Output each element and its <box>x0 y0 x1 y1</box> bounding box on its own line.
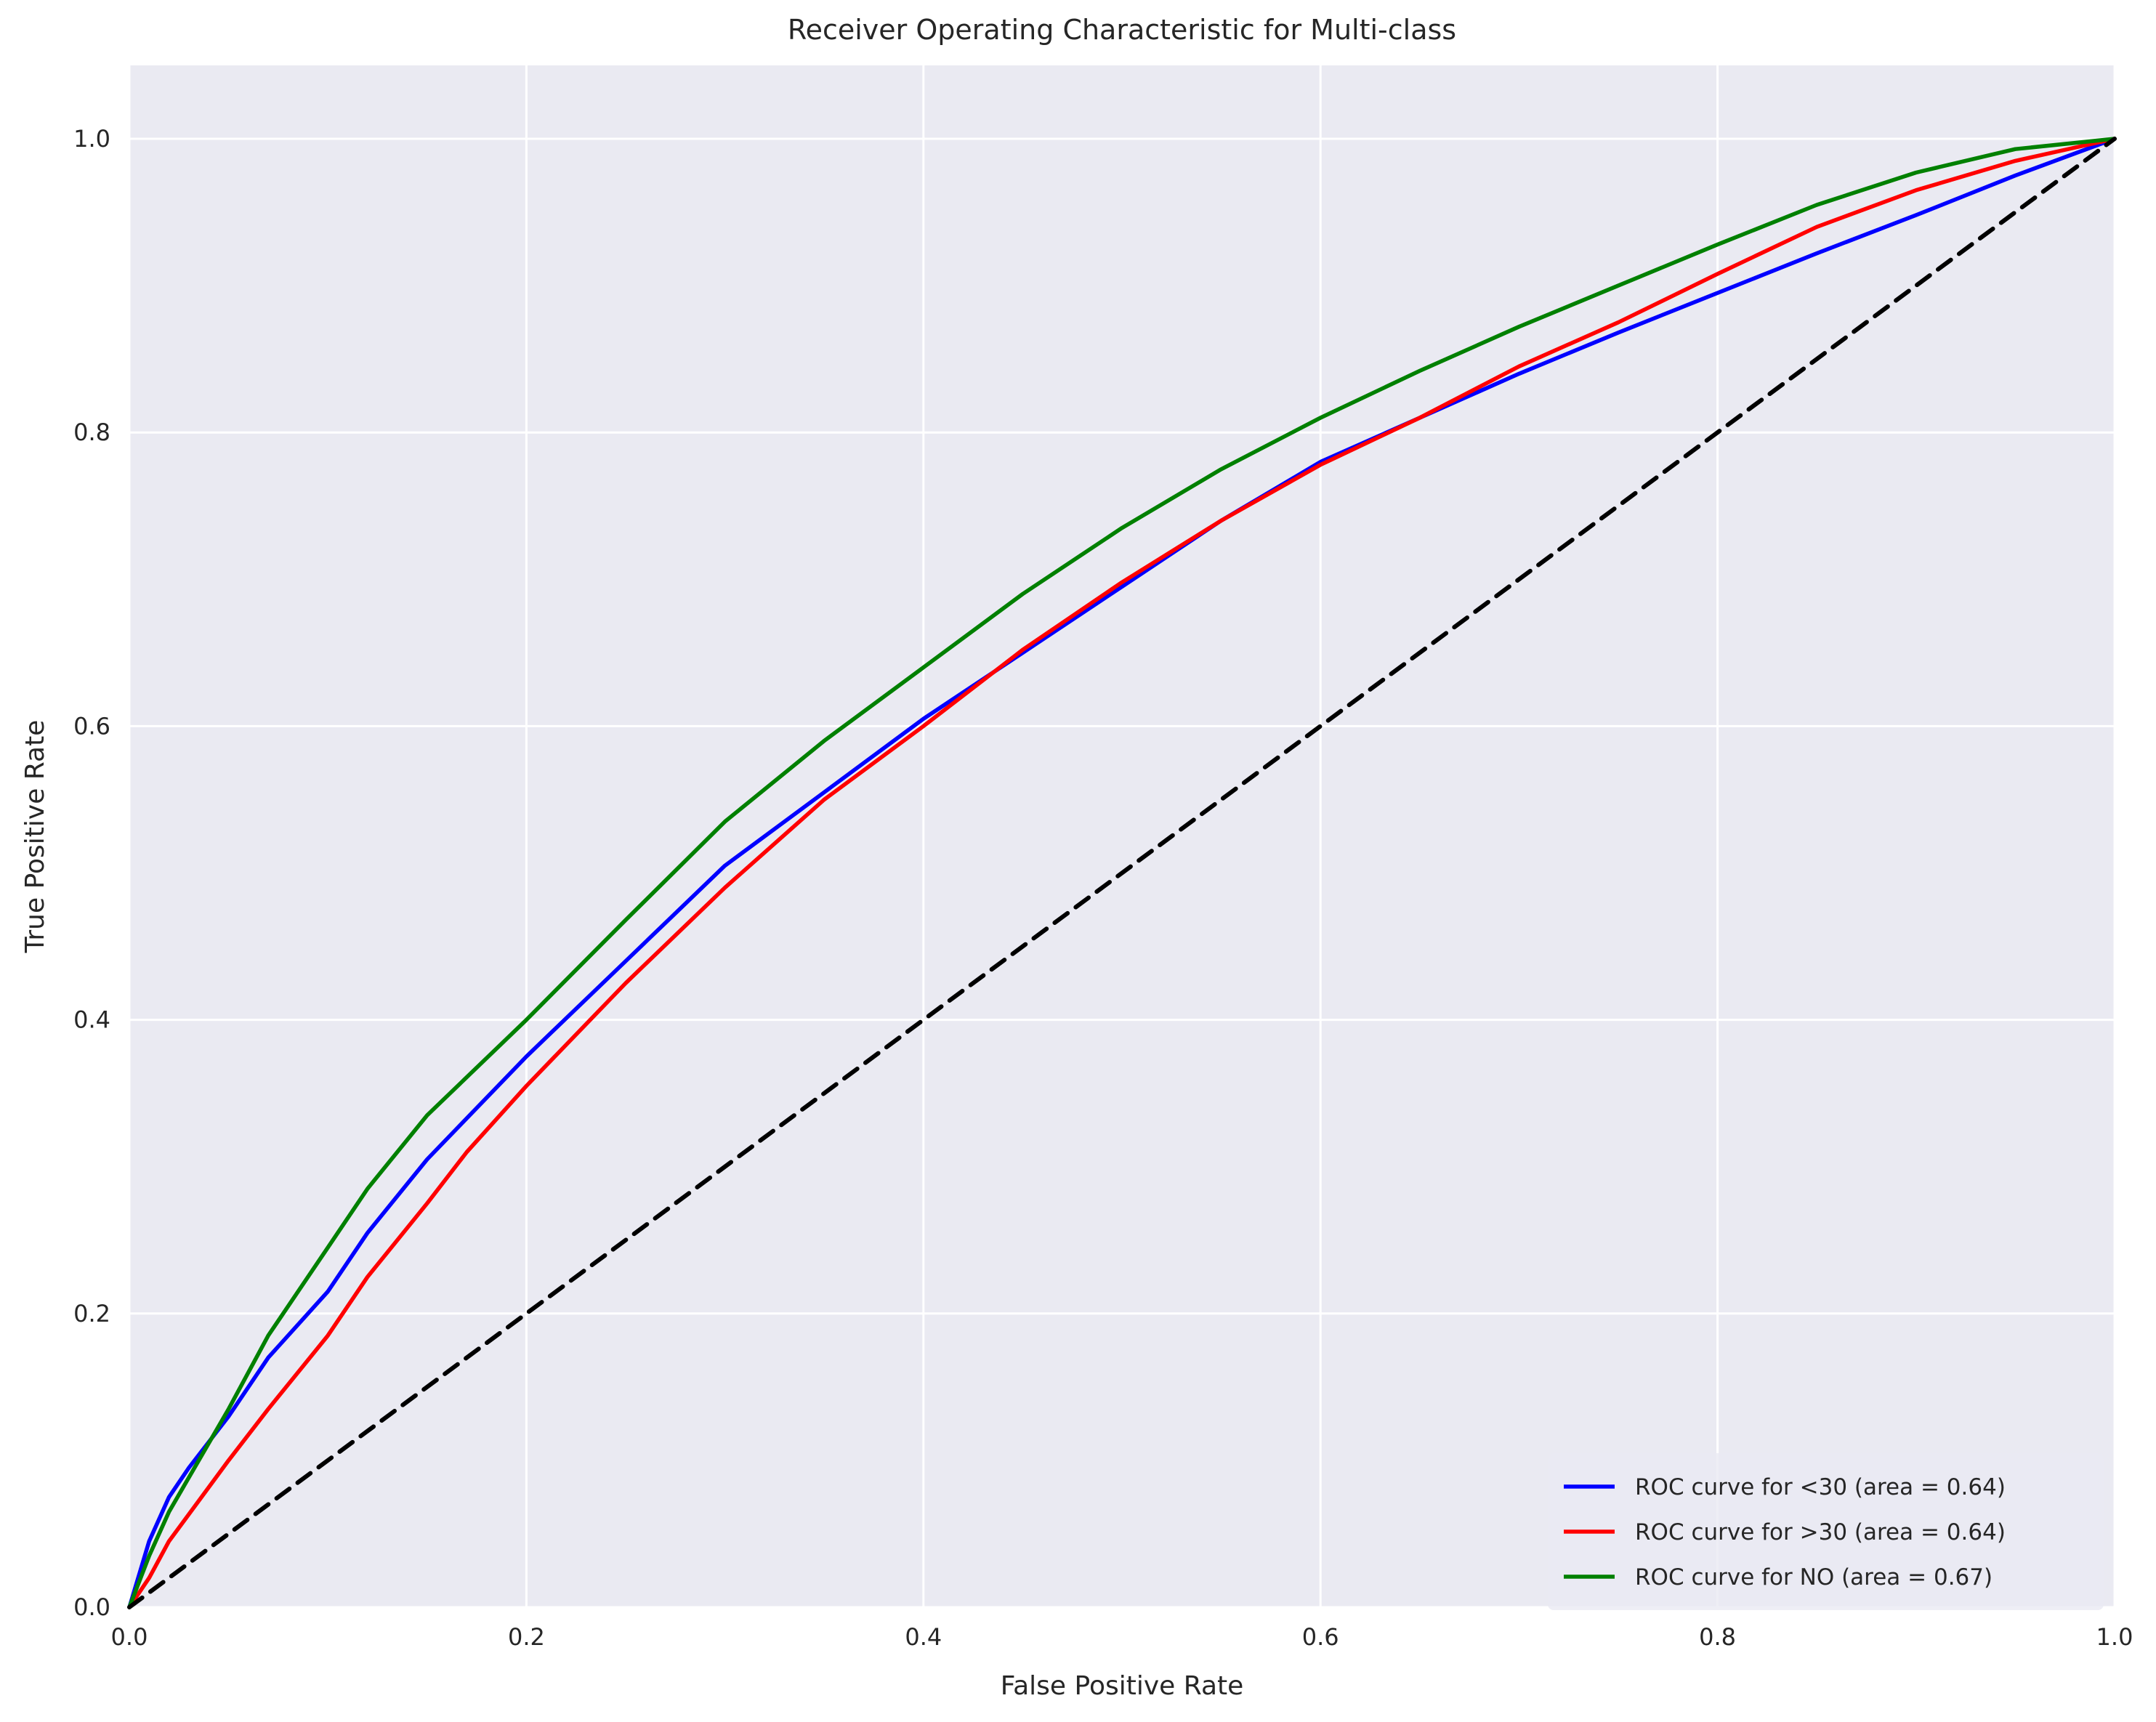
roc-curve-line-1 <box>127 137 2117 1609</box>
x-tick-label: 0.0 <box>111 1623 148 1651</box>
legend-label: ROC curve for <30 (area = 0.64) <box>1635 1474 2006 1500</box>
legend-label: ROC curve for >30 (area = 0.64) <box>1635 1519 2006 1545</box>
roc-curve-line-0 <box>127 137 2117 1609</box>
y-tick-label: 0.0 <box>73 1593 110 1621</box>
y-tick-label: 0.6 <box>73 712 110 740</box>
legend: ROC curve for <30 (area = 0.64) ROC curve… <box>1548 1453 2104 1610</box>
chart-title: Receiver Operating Characteristic for Mu… <box>788 14 1456 46</box>
roc-curve-line-2 <box>127 137 2117 1609</box>
y-tick-labels: 0.0 0.2 0.4 0.6 0.8 1.0 <box>73 125 110 1621</box>
y-tick-label: 0.8 <box>73 419 110 446</box>
x-tick-label: 0.8 <box>1699 1623 1736 1651</box>
legend-label: ROC curve for NO (area = 0.67) <box>1635 1564 1993 1590</box>
y-tick-label: 0.4 <box>73 1006 110 1034</box>
grid-lines <box>128 65 2116 1609</box>
x-tick-label: 0.4 <box>905 1623 942 1651</box>
legend-box <box>1548 1453 2104 1610</box>
curves <box>127 137 2117 1609</box>
x-tick-labels: 0.0 0.2 0.4 0.6 0.8 1.0 <box>111 1623 2133 1651</box>
y-tick-label: 0.2 <box>73 1300 110 1327</box>
x-tick-label: 1.0 <box>2096 1623 2133 1651</box>
y-axis-label: True Positive Rate <box>20 720 50 954</box>
x-tick-label: 0.6 <box>1302 1623 1339 1651</box>
plot-area <box>129 65 2115 1607</box>
chance-diagonal-line <box>127 137 2117 1609</box>
x-axis-label: False Positive Rate <box>1001 1671 1244 1701</box>
x-tick-label: 0.2 <box>508 1623 545 1651</box>
y-tick-label: 1.0 <box>73 125 110 153</box>
